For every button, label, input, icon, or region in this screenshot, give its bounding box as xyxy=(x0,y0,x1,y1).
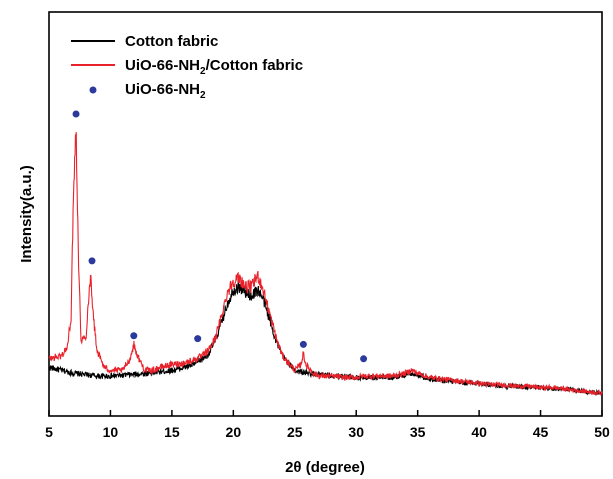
legend-subscript: 2 xyxy=(200,90,206,101)
uio66nh2-peak-marker xyxy=(194,335,202,343)
uio66nh2-peak-marker xyxy=(299,340,307,348)
x-tick-label: 40 xyxy=(471,424,487,440)
plot-frame xyxy=(48,11,603,417)
x-tick-label: 25 xyxy=(287,424,303,440)
y-axis-title: Intensity(a.u.) xyxy=(18,165,35,263)
series-uio66nh2-cotton-fabric xyxy=(48,132,603,397)
uio66nh2-peak-marker xyxy=(130,332,138,340)
x-tick-label: 35 xyxy=(410,424,426,440)
legend-label-composite: UiO-66-NH2/Cotton fabric xyxy=(125,57,303,77)
uio66nh2-peak-marker xyxy=(360,355,368,363)
x-tick-label: 15 xyxy=(164,424,180,440)
legend-subscript: 2 xyxy=(200,66,206,77)
uio66nh2-peak-marker xyxy=(88,257,96,265)
legend-label-mof: UiO-66-NH2 xyxy=(125,81,206,101)
legend-label-cotton: Cotton fabric xyxy=(125,33,218,50)
legend-swatch-mof-marker xyxy=(89,86,97,94)
series-cotton-fabric xyxy=(48,280,603,396)
tick-layer: 5 10 15 20 25 30 35 40 45 50 xyxy=(45,410,610,440)
uio66nh2-peak-marker xyxy=(72,110,80,118)
x-tick-label: 45 xyxy=(533,424,549,440)
legend: Cotton fabric UiO-66-NH2/Cotton fabric U… xyxy=(71,33,303,101)
x-axis-title: 2θ (degree) xyxy=(285,459,365,476)
series-layer xyxy=(48,132,603,397)
x-tick-label: 20 xyxy=(226,424,242,440)
x-tick-label: 50 xyxy=(594,424,610,440)
x-tick-label: 10 xyxy=(103,424,119,440)
marker-layer xyxy=(72,110,368,363)
x-tick-label: 30 xyxy=(348,424,364,440)
x-tick-label: 5 xyxy=(45,424,53,440)
